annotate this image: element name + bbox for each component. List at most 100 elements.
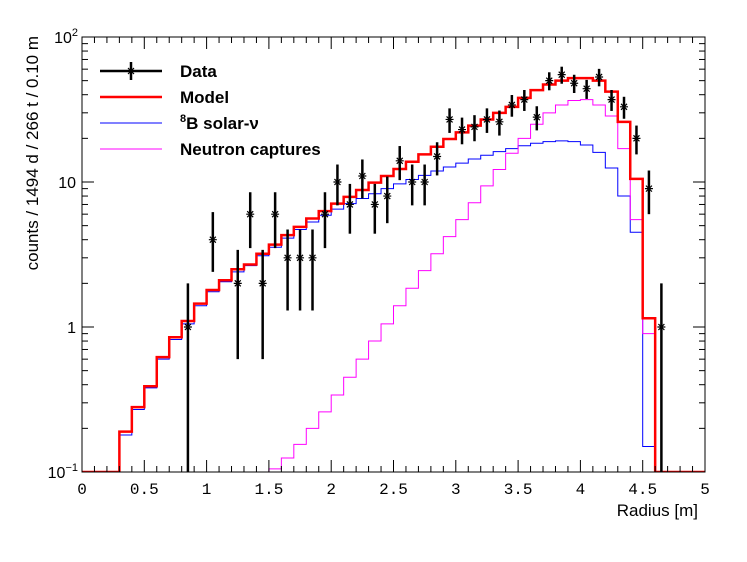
star-marker xyxy=(183,323,192,331)
y-tick-label: 10−1 xyxy=(48,462,78,482)
y-tick-base: 10 xyxy=(48,465,66,482)
legend-label-superscript: 8 xyxy=(180,113,186,125)
legend-entry: Neutron captures xyxy=(100,140,321,159)
data-point xyxy=(495,110,504,136)
star-marker xyxy=(632,134,641,143)
x-tick-label: 1.5 xyxy=(254,481,283,499)
star-marker xyxy=(570,79,579,88)
star-marker xyxy=(208,235,217,244)
data-point xyxy=(246,192,255,249)
star-marker xyxy=(482,115,491,124)
data-point xyxy=(370,183,379,234)
data-point xyxy=(258,249,267,360)
data-point xyxy=(358,159,367,199)
y-tick-label: 1 xyxy=(67,320,76,337)
star-marker xyxy=(595,72,604,81)
data-point xyxy=(458,117,467,145)
star-marker xyxy=(370,200,379,209)
star-marker xyxy=(308,253,317,262)
series-neutron-captures xyxy=(82,99,705,472)
star-marker xyxy=(470,122,479,131)
legend-label: Neutron captures xyxy=(180,140,321,159)
data-point xyxy=(507,95,516,117)
y-tick-exponent: −1 xyxy=(65,462,78,474)
star-marker xyxy=(458,125,467,134)
data-point xyxy=(644,170,653,215)
star-marker xyxy=(420,178,429,186)
data-point xyxy=(620,96,629,119)
data-point xyxy=(532,106,541,131)
data-point xyxy=(395,146,404,181)
y-tick-label: 102 xyxy=(54,27,78,47)
star-marker xyxy=(532,113,541,122)
data-point xyxy=(632,125,641,155)
star-marker xyxy=(283,253,292,262)
star-marker xyxy=(333,178,342,186)
star-marker xyxy=(445,115,454,124)
data-point xyxy=(183,283,192,472)
data-point xyxy=(433,142,442,176)
series-model xyxy=(82,76,705,472)
data-point xyxy=(296,229,305,311)
x-tick-label: 2 xyxy=(326,481,336,499)
star-marker xyxy=(395,156,404,165)
data-point xyxy=(557,66,566,84)
star-marker xyxy=(345,200,354,209)
legend-entry: Model xyxy=(100,88,229,107)
star-marker xyxy=(296,253,305,262)
y-axis-title: counts / 1494 d / 266 t / 0.10 m xyxy=(23,36,42,270)
data-point xyxy=(308,229,317,311)
legend-label: Data xyxy=(180,62,217,81)
plot-area xyxy=(82,66,705,472)
star-marker xyxy=(557,70,566,79)
data-point xyxy=(333,164,342,206)
data-point xyxy=(271,192,280,249)
data-point xyxy=(408,164,417,206)
x-tick-label: 4 xyxy=(576,481,586,499)
data-point xyxy=(582,79,591,99)
data-point xyxy=(470,115,479,142)
y-tick-label: 10 xyxy=(58,175,76,192)
star-marker xyxy=(320,210,329,219)
star-marker xyxy=(582,84,591,93)
data-point xyxy=(445,108,454,133)
star-marker xyxy=(620,102,629,111)
data-point xyxy=(520,90,529,111)
y-tick-base: 10 xyxy=(54,30,72,47)
star-marker xyxy=(358,171,367,180)
x-tick-label: 4.5 xyxy=(628,481,657,499)
legend-label: 8B solar-ν xyxy=(180,113,259,133)
star-marker xyxy=(383,192,392,201)
star-marker xyxy=(507,100,516,109)
data-point xyxy=(657,283,666,472)
x-tick-label: 5 xyxy=(700,481,710,499)
data-point xyxy=(320,192,329,249)
data-point xyxy=(545,72,554,91)
x-tick-label: 0 xyxy=(77,481,87,499)
x-tick-label: 2.5 xyxy=(379,481,408,499)
star-marker xyxy=(271,210,280,219)
data-point xyxy=(607,90,616,111)
star-marker xyxy=(657,323,666,331)
star-marker xyxy=(495,117,504,126)
data-point xyxy=(383,176,392,224)
data-point xyxy=(283,229,292,311)
data-point xyxy=(420,164,429,206)
data-point xyxy=(482,108,491,133)
x-tick-label: 3 xyxy=(451,481,461,499)
star-marker xyxy=(545,76,554,85)
data-point xyxy=(570,74,579,93)
legend-star-marker xyxy=(127,67,135,75)
legend-label: Model xyxy=(180,88,229,107)
legend-label-text: B solar-ν xyxy=(186,114,259,133)
legend-entry: Data xyxy=(100,62,217,81)
legend: Data Model 8B solar-ν Neutron captures xyxy=(100,62,321,159)
data-point xyxy=(233,249,242,360)
y-tick-exponent: 2 xyxy=(72,27,78,39)
star-marker xyxy=(433,152,442,161)
star-marker xyxy=(233,279,242,288)
data-point xyxy=(595,68,604,87)
x-tick-label: 0.5 xyxy=(130,481,159,499)
legend-entry: 8B solar-ν xyxy=(100,113,259,133)
